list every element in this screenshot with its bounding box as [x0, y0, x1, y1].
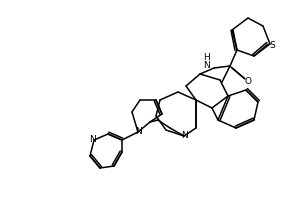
Text: N: N: [181, 132, 188, 140]
Text: N: N: [88, 136, 95, 144]
Text: H: H: [204, 53, 210, 62]
Text: N: N: [135, 128, 141, 136]
Text: N: N: [204, 62, 210, 71]
Text: S: S: [269, 42, 275, 50]
Text: O: O: [244, 77, 251, 86]
